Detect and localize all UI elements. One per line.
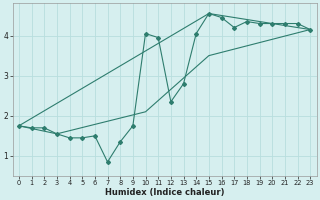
X-axis label: Humidex (Indice chaleur): Humidex (Indice chaleur) — [105, 188, 224, 197]
